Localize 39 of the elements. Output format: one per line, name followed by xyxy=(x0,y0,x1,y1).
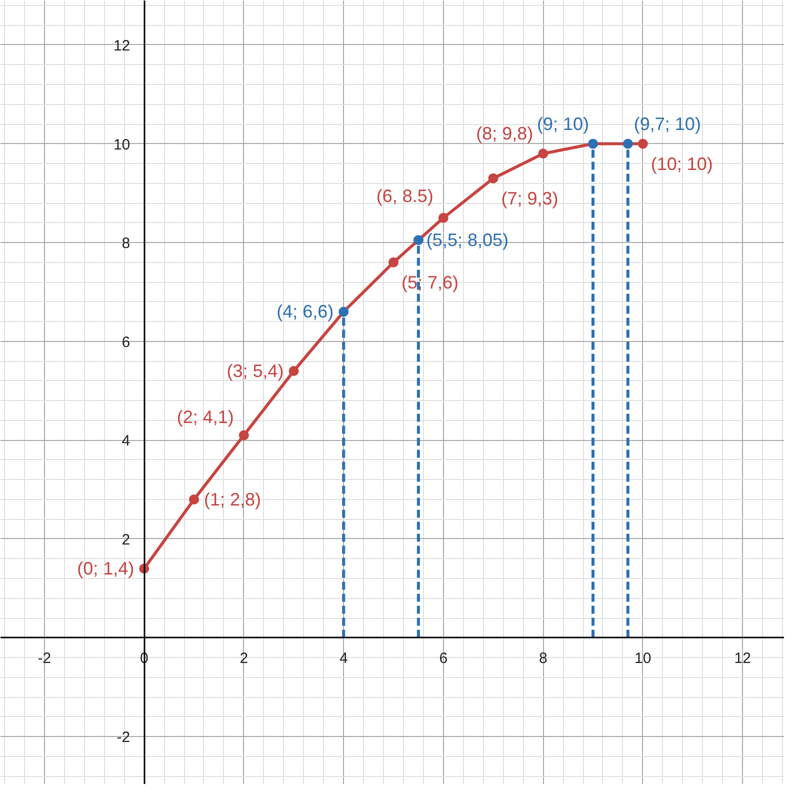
x-tick-label: 10 xyxy=(634,650,652,667)
point xyxy=(288,366,299,376)
y-tick-label: 10 xyxy=(113,136,130,154)
data-label: (6, 8.5) xyxy=(376,186,434,206)
data-label: (3; 5,4) xyxy=(226,361,284,382)
x-tick-label: 6 xyxy=(439,650,448,667)
point xyxy=(388,257,398,268)
x-tick-label: 8 xyxy=(538,650,548,667)
point xyxy=(488,173,498,184)
point xyxy=(622,138,633,149)
y-tick-label: 8 xyxy=(122,235,130,252)
point xyxy=(538,148,548,159)
data-label: (9,7; 10) xyxy=(634,114,701,134)
data-label: (8; 9,8) xyxy=(476,124,534,144)
y-tick-label: 6 xyxy=(122,334,130,351)
data-label: (4; 6,6) xyxy=(276,302,334,322)
data-label: (7; 9,3) xyxy=(501,188,558,208)
data-label: (0; 1,4) xyxy=(77,558,134,579)
y-tick-label: 2 xyxy=(122,531,130,548)
y-tick-label: 4 xyxy=(122,432,130,450)
data-label: (1; 2,8) xyxy=(204,489,262,510)
x-tick-label: 12 xyxy=(734,650,751,667)
y-tick-label: -2 xyxy=(116,729,130,746)
x-tick-label: -2 xyxy=(38,650,52,667)
data-label: (2; 4,1) xyxy=(176,407,234,428)
x-tick-label: 4 xyxy=(339,650,348,667)
point xyxy=(189,494,200,504)
point xyxy=(413,235,424,246)
point xyxy=(338,306,349,317)
point xyxy=(438,212,448,223)
x-tick-label: 2 xyxy=(240,650,248,667)
data-label: (9; 10) xyxy=(536,114,589,134)
data-label: (10; 10) xyxy=(650,154,713,174)
point xyxy=(588,138,598,149)
point xyxy=(238,430,249,440)
point xyxy=(638,138,648,149)
data-label: (5,5; 8,05) xyxy=(426,230,508,250)
data-label: (5; 7,6) xyxy=(401,272,459,292)
y-tick-label: 12 xyxy=(113,37,130,54)
